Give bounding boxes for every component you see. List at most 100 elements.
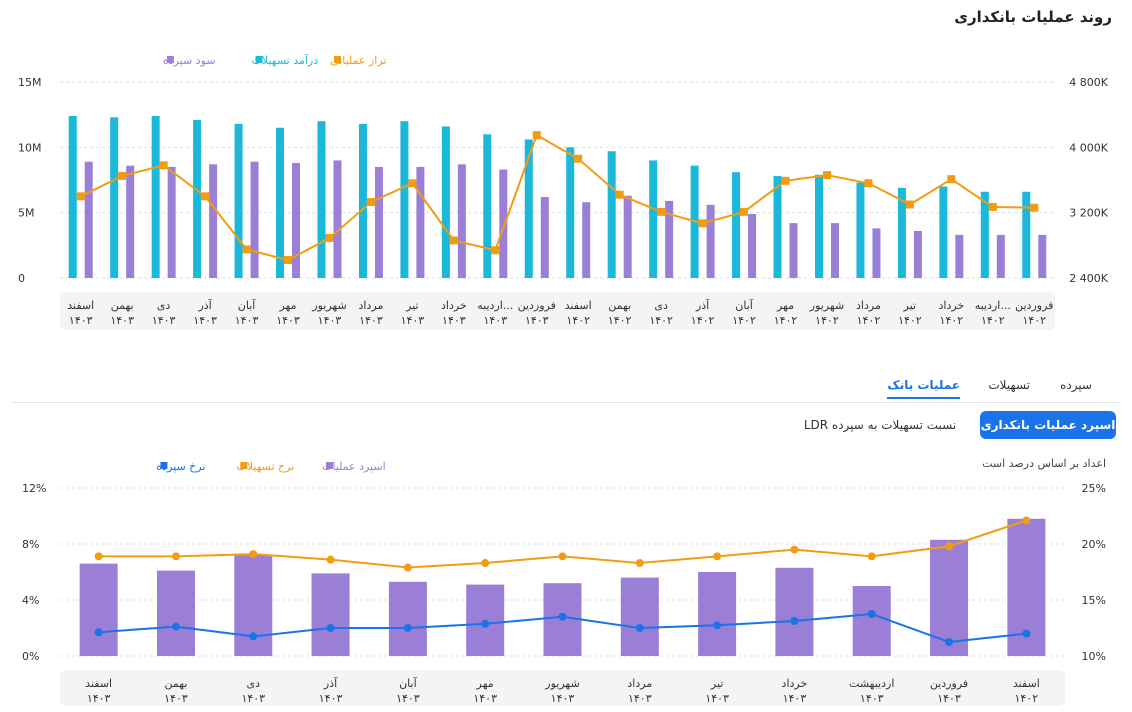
y-right-tick-label: 2 400K (1069, 272, 1108, 285)
line-point (864, 179, 873, 188)
operations-spread-button[interactable]: اسپرد عملیات بانکداری (980, 411, 1116, 439)
bar (317, 121, 326, 278)
line-point (159, 161, 168, 170)
line-point (249, 550, 258, 559)
line-point (558, 552, 567, 561)
bar (698, 572, 737, 656)
x-tick-label: آذر (695, 298, 710, 312)
legend-swatch (255, 56, 263, 63)
bar (193, 119, 202, 278)
x-tick-year-label: ۱۴۰۳ (359, 314, 383, 327)
legend-swatch (334, 56, 341, 63)
bar (996, 234, 1005, 278)
y-left-tick-label: 10M (18, 141, 42, 154)
x-tick-label: خرداد (938, 299, 964, 312)
bar (814, 174, 823, 278)
bar (126, 165, 135, 278)
tab-bank-operations[interactable]: عملیات بانک (887, 378, 960, 399)
line-point (781, 176, 790, 185)
x-tick-label: اسفند (85, 677, 112, 690)
line-point (1030, 203, 1039, 212)
bar (748, 213, 757, 278)
x-tick-year-label: ۱۴۰۳ (87, 692, 111, 705)
x-tick-year-label: ۱۴۰۳ (860, 692, 884, 705)
legend-label: تراز عملیاتی (330, 54, 386, 67)
tab-facilities[interactable]: تسهیلات (988, 378, 1030, 392)
line-point (1022, 629, 1031, 638)
bar (789, 223, 798, 278)
line-point (325, 233, 334, 242)
bar (955, 234, 964, 278)
x-tick-label: مرداد (359, 299, 384, 312)
x-tick-label: خرداد (782, 677, 808, 690)
line-point (558, 612, 567, 621)
x-tick-label: اسفند (565, 299, 592, 312)
line-point (790, 617, 799, 625)
x-tick-label: مرداد (627, 677, 652, 690)
bar (167, 166, 176, 278)
x-tick-year-label: ۱۴۰۲ (857, 314, 881, 327)
y-right-tick-label: 20% (1082, 538, 1106, 551)
y-left-tick-label: 0% (22, 650, 39, 663)
line-point (790, 545, 799, 554)
x-tick-label: آبان (238, 298, 256, 312)
line-point (481, 559, 490, 568)
legend-label: اسپرد عملیات (322, 460, 386, 473)
x-tick-label: مرداد (856, 299, 881, 312)
x-tick-label: شهریور (311, 299, 346, 312)
bar (234, 123, 243, 279)
percent-note: اعداد بر اساس درصد است (982, 457, 1106, 470)
line-point (403, 563, 412, 572)
y-right-tick-label: 4 800K (1069, 76, 1108, 89)
line-point (713, 552, 722, 561)
x-tick-year-label: ۱۴۰۳ (628, 692, 652, 705)
x-tick-label: آذر (323, 676, 338, 690)
bar (68, 115, 77, 279)
y-left-tick-label: 8% (22, 538, 39, 551)
line-point (171, 552, 180, 561)
bar (524, 139, 533, 278)
line-point (171, 622, 180, 631)
line-point (94, 628, 103, 637)
line-point (449, 236, 458, 245)
bar (1038, 234, 1047, 278)
x-tick-year-label: ۱۴۰۳ (152, 314, 176, 327)
line-point (118, 171, 127, 180)
line-point (403, 624, 412, 632)
line-point (635, 559, 644, 568)
line-point (94, 552, 103, 561)
line-point (491, 246, 500, 255)
x-tick-year-label: ۱۴۰۳ (241, 692, 265, 705)
line-point (947, 175, 956, 184)
x-tick-year-label: ۱۴۰۲ (774, 314, 798, 327)
x-tick-year-label: ۱۴۰۲ (649, 314, 673, 327)
bar (566, 147, 575, 278)
line-point (945, 542, 954, 551)
x-tick-year-label: ۱۴۰۳ (705, 692, 729, 705)
x-tick-year-label: ۱۴۰۲ (566, 314, 590, 327)
bar (483, 134, 492, 278)
bar (939, 186, 948, 278)
x-tick-label: اردیبه... (477, 299, 513, 312)
x-tick-label: آذر (197, 298, 212, 312)
bar (980, 191, 989, 278)
bar (775, 567, 814, 656)
bar (897, 187, 906, 278)
x-tick-label: مهر (776, 299, 794, 312)
x-tick-label: دی (654, 299, 668, 312)
bar (358, 123, 367, 279)
bar (209, 164, 218, 278)
x-tick-year-label: ۱۴۰۲ (732, 314, 756, 327)
line-point (326, 624, 335, 632)
bar (732, 172, 741, 278)
x-tick-label: بهمن (608, 299, 631, 312)
y-right-tick-label: 10% (1082, 650, 1106, 663)
x-tick-label: اردیبه... (975, 299, 1011, 312)
y-left-tick-label: 0 (18, 272, 25, 285)
bar (292, 163, 301, 278)
line-point (822, 171, 831, 180)
tab-deposit[interactable]: سپرده (1060, 378, 1092, 392)
y-left-tick-label: 12% (22, 482, 46, 495)
ldr-ratio-button[interactable]: نسبت تسهیلات به سپرده LDR (803, 418, 957, 432)
x-tick-label: خرداد (441, 299, 467, 312)
